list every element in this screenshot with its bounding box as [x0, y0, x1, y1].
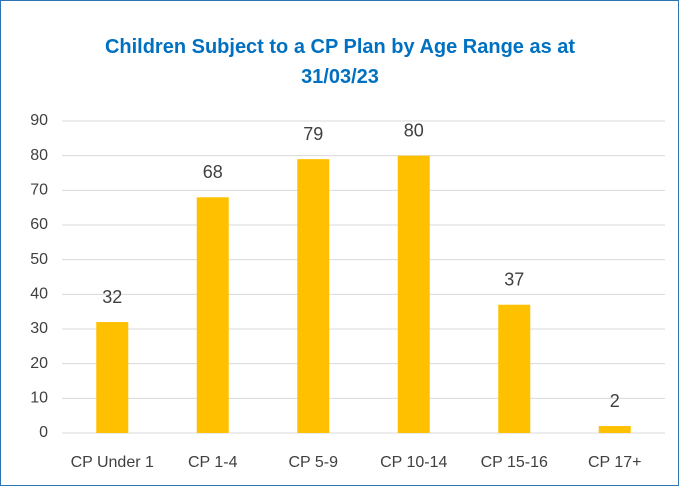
y-tick-label: 60	[30, 216, 48, 233]
bar	[196, 197, 229, 433]
bar	[297, 159, 330, 433]
y-tick-label: 80	[30, 147, 48, 164]
y-tick-label: 70	[30, 182, 48, 199]
y-tick-label: 20	[30, 355, 48, 372]
x-tick-label: CP 17+	[588, 454, 642, 471]
x-tick-label: CP 15-16	[481, 454, 548, 471]
value-label: 2	[610, 391, 620, 411]
bar	[598, 426, 631, 433]
y-tick-label: 30	[30, 320, 48, 337]
chart-title: Children Subject to a CP Plan by Age Ran…	[104, 36, 576, 88]
value-label: 68	[203, 162, 223, 182]
value-label: 37	[504, 269, 524, 289]
x-tick-label: CP 5-9	[288, 454, 338, 471]
x-tick-label: CP Under 1	[71, 454, 154, 471]
x-tick-label: CP 10-14	[380, 454, 447, 471]
value-label: 80	[404, 120, 424, 140]
y-tick-label: 50	[30, 251, 48, 268]
y-tick-label: 90	[30, 112, 48, 129]
bar	[96, 322, 129, 433]
bar	[498, 304, 531, 433]
value-label: 79	[303, 124, 323, 144]
x-tick-label: CP 1-4	[188, 454, 238, 471]
bar	[397, 155, 430, 433]
value-label: 32	[102, 287, 122, 307]
y-tick-label: 40	[30, 286, 48, 303]
y-tick-label: 0	[39, 424, 48, 441]
y-tick-label: 10	[30, 390, 48, 407]
